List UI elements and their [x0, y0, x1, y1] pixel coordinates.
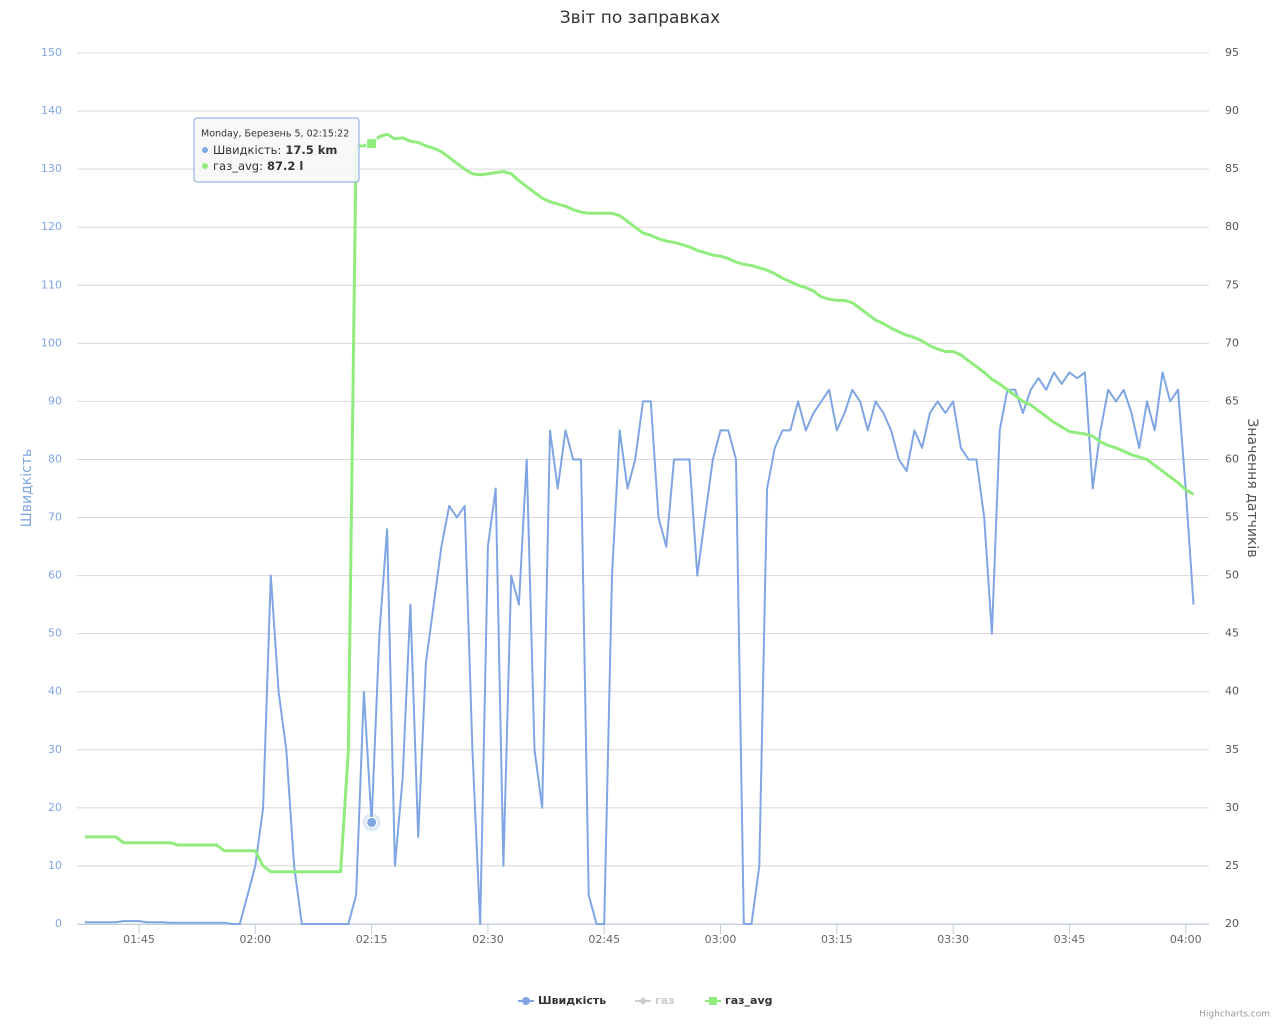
y2-tick-label: 85 — [1225, 162, 1239, 175]
legend-symbol — [522, 997, 530, 1005]
x-tick-label: 04:00 — [1170, 933, 1202, 946]
x-tick-label: 02:30 — [472, 933, 504, 946]
y-tick-label: 140 — [41, 104, 62, 117]
y2-tick-label: 70 — [1225, 336, 1239, 349]
hover-marker — [366, 816, 378, 828]
y-tick-label: 120 — [41, 220, 62, 233]
tooltip-symbol — [202, 163, 208, 169]
x-tick-label: 02:00 — [239, 933, 271, 946]
y-tick-label: 90 — [48, 394, 62, 407]
y-tick-label: 30 — [48, 743, 62, 756]
y2-tick-label: 25 — [1225, 859, 1239, 872]
y2-tick-label: 40 — [1225, 685, 1239, 698]
x-tick-label: 02:45 — [588, 933, 620, 946]
y2-tick-label: 50 — [1225, 569, 1239, 582]
tooltip: Monday, Березень 5, 02:15:22 Швидкість: 17… — [193, 117, 360, 183]
y-tick-label: 130 — [41, 162, 62, 175]
y2-axis-title: Значення датчиків — [1244, 418, 1260, 557]
y2-tick-label: 45 — [1225, 627, 1239, 640]
x-tick-label: 02:15 — [356, 933, 388, 946]
y2-tick-label: 90 — [1225, 104, 1239, 117]
tooltip-row: газ_avg: 87.2 l — [213, 159, 303, 173]
y2-tick-label: 60 — [1225, 452, 1239, 465]
y-tick-label: 10 — [48, 859, 62, 872]
tooltip-label: газ_avg: — [213, 159, 263, 173]
legend-item[interactable]: газ_avg — [705, 994, 773, 1007]
y2-tick-label: 20 — [1225, 917, 1239, 930]
y-tick-label: 40 — [48, 685, 62, 698]
legend-label: газ — [655, 994, 675, 1007]
y-tick-label: 20 — [48, 801, 62, 814]
y-tick-label: 80 — [48, 452, 62, 465]
tooltip-value: 87.2 l — [267, 159, 303, 173]
y2-tick-label: 30 — [1225, 801, 1239, 814]
y2-tick-label: 55 — [1225, 511, 1239, 524]
x-tick-label: 03:15 — [821, 933, 853, 946]
y2-tick-label: 75 — [1225, 278, 1239, 291]
series-line — [84, 132, 1195, 874]
tooltip-symbol — [202, 147, 208, 153]
y-tick-label: 70 — [48, 511, 62, 524]
y2-tick-label: 65 — [1225, 394, 1239, 407]
y-tick-label: 110 — [41, 278, 62, 291]
legend-symbol — [639, 997, 647, 1005]
x-tick-label: 03:45 — [1054, 933, 1086, 946]
tooltip-row: Швидкість: 17.5 km — [213, 143, 337, 157]
y-tick-label: 60 — [48, 569, 62, 582]
y2-tick-label: 95 — [1225, 46, 1239, 59]
chart-title: Звіт по заправках — [560, 8, 720, 28]
legend-item[interactable]: газ — [635, 994, 675, 1007]
x-tick-label: 03:30 — [937, 933, 969, 946]
legend-item[interactable]: Швидкість — [518, 994, 606, 1007]
x-tick-label: 01:45 — [123, 933, 155, 946]
tooltip-value: 17.5 km — [285, 143, 337, 157]
y-tick-label: 150 — [41, 46, 62, 59]
y-tick-label: 0 — [55, 917, 62, 930]
y-tick-label: 100 — [41, 336, 62, 349]
y2-tick-label: 80 — [1225, 220, 1239, 233]
credits[interactable]: Highcharts.com — [1199, 1010, 1270, 1020]
tooltip-box — [193, 117, 360, 183]
x-tick-label: 03:00 — [705, 933, 737, 946]
legend-label: газ_avg — [725, 994, 773, 1007]
y-axis-title: Швидкість — [19, 449, 35, 527]
y2-tick-label: 35 — [1225, 743, 1239, 756]
legend-label: Швидкість — [538, 994, 606, 1007]
y-tick-label: 50 — [48, 627, 62, 640]
legend-symbol — [709, 997, 717, 1005]
tooltip-header: Monday, Березень 5, 02:15:22 — [201, 129, 349, 140]
tooltip-label: Швидкість: — [213, 143, 281, 157]
hover-marker — [366, 138, 378, 150]
